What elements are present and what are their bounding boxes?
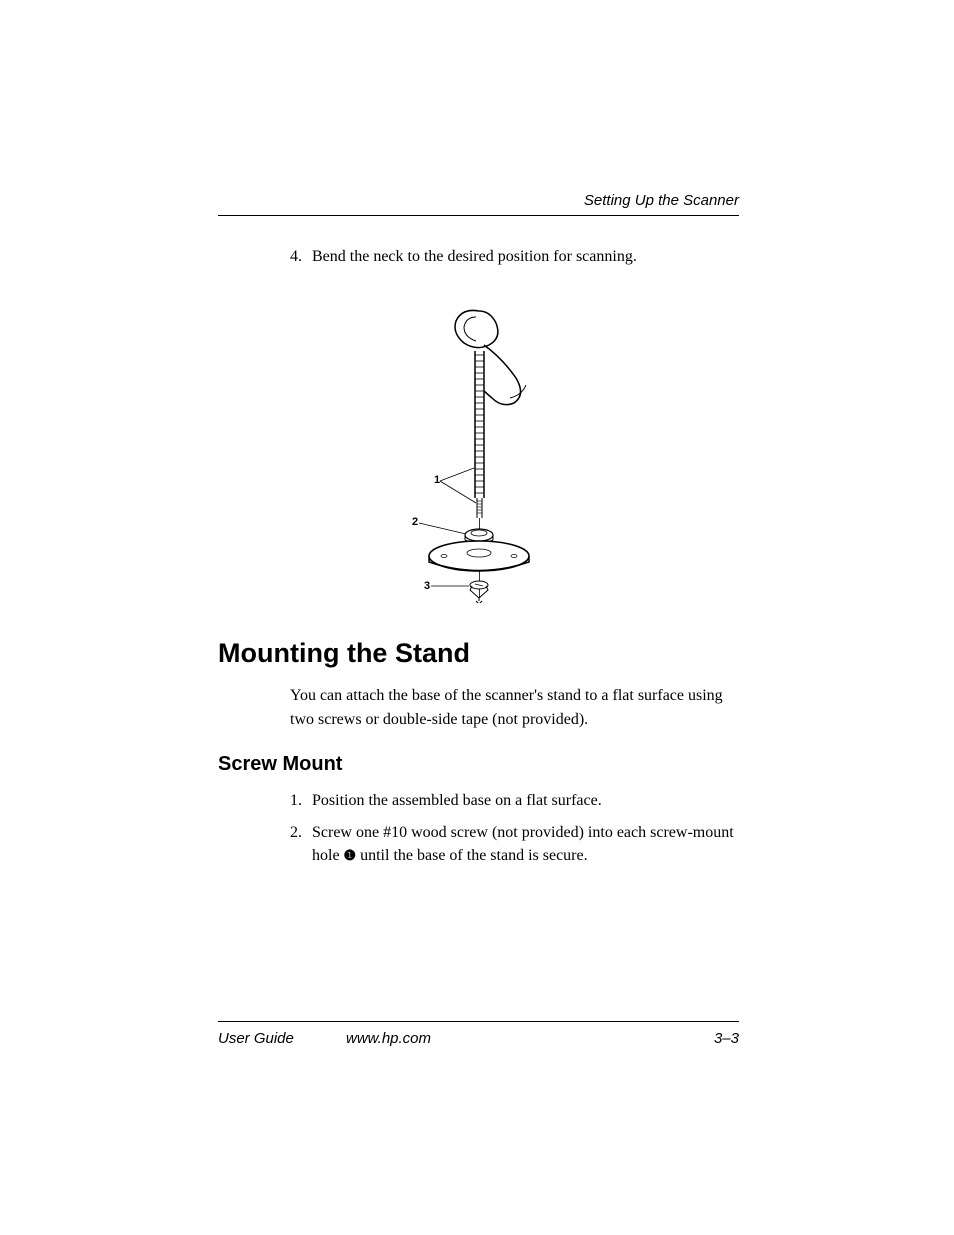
document-page: Setting Up the Scanner 4. Bend the neck … bbox=[0, 0, 954, 1235]
step-item: 4. Bend the neck to the desired position… bbox=[290, 246, 739, 268]
step-text-after: until the base of the stand is secure. bbox=[356, 847, 588, 864]
step-number: 4. bbox=[290, 246, 312, 268]
threaded-end-icon bbox=[477, 498, 482, 518]
heading-mounting: Mounting the Stand bbox=[218, 638, 739, 669]
label-3: 3 bbox=[424, 580, 469, 592]
step-text: Screw one #10 wood screw (not provided) … bbox=[312, 822, 739, 867]
step-item: 2. Screw one #10 wood screw (not provide… bbox=[290, 822, 739, 867]
footer-center: www.hp.com bbox=[38, 1030, 739, 1047]
svg-text:1: 1 bbox=[434, 474, 440, 486]
label-1: 1 bbox=[434, 468, 476, 503]
step-text: Position the assembled base on a flat su… bbox=[312, 790, 739, 812]
diagram-container: 1 2 3 bbox=[218, 303, 739, 608]
section-title: Setting Up the Scanner bbox=[218, 192, 739, 209]
step-number: 2. bbox=[290, 822, 312, 867]
step-text: Bend the neck to the desired position fo… bbox=[312, 246, 739, 268]
label-2: 2 bbox=[412, 516, 466, 534]
scanner-head-icon bbox=[455, 311, 526, 405]
page-content: 4. Bend the neck to the desired position… bbox=[218, 246, 739, 877]
flexible-neck-icon bbox=[475, 351, 484, 498]
circled-number-icon: ❶ bbox=[344, 846, 357, 866]
base-plate-icon bbox=[429, 541, 529, 571]
screw-icon bbox=[470, 581, 488, 603]
body-paragraph: You can attach the base of the scanner's… bbox=[290, 684, 739, 730]
step-number: 1. bbox=[290, 790, 312, 812]
heading-screw-mount: Screw Mount bbox=[218, 753, 739, 776]
scanner-stand-diagram: 1 2 3 bbox=[384, 303, 574, 603]
svg-text:2: 2 bbox=[412, 516, 418, 528]
page-header: Setting Up the Scanner bbox=[218, 192, 739, 216]
page-footer: User Guide www.hp.com 3–3 bbox=[218, 1021, 739, 1047]
step-item: 1. Position the assembled base on a flat… bbox=[290, 790, 739, 812]
svg-text:3: 3 bbox=[424, 580, 430, 592]
